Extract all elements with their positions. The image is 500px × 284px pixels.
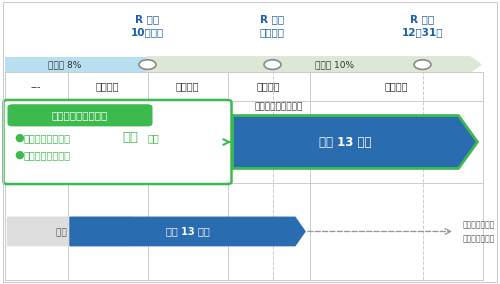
Text: 控除 10 年間: 控除 10 年間 xyxy=(56,227,94,236)
Text: ●: ● xyxy=(14,133,24,143)
Text: 令和４年までに入居: 令和４年までに入居 xyxy=(254,102,303,111)
Text: 令和２年: 令和２年 xyxy=(176,82,199,92)
Text: R ３年
１月１日: R ３年 １月１日 xyxy=(260,14,285,37)
Text: 令和４年: 令和４年 xyxy=(384,82,408,92)
Text: R 元年
10月１日: R 元年 10月１日 xyxy=(131,14,164,37)
Text: 令和３年度税制改正: 令和３年度税制改正 xyxy=(52,110,108,120)
Text: 令和元年: 令和元年 xyxy=(96,82,120,92)
Text: 消費税 8%: 消費税 8% xyxy=(48,60,82,69)
Polygon shape xyxy=(70,217,305,246)
Text: R ４年
12月31日: R ４年 12月31日 xyxy=(402,14,444,37)
Text: 令和３年: 令和３年 xyxy=(257,82,280,92)
Circle shape xyxy=(264,60,281,70)
Text: 控除 13 年間: 控除 13 年間 xyxy=(166,226,210,237)
Text: ●: ● xyxy=(14,150,24,160)
Text: コロナ緩和措置: コロナ緩和措置 xyxy=(462,220,495,229)
Circle shape xyxy=(139,60,156,70)
FancyBboxPatch shape xyxy=(4,100,232,184)
Text: 床面積要件の緩和: 床面積要件の緩和 xyxy=(24,150,71,160)
Text: 消費税 10%: 消費税 10% xyxy=(316,60,354,69)
Text: による期限延長: による期限延長 xyxy=(462,234,495,243)
Polygon shape xyxy=(232,116,478,168)
Polygon shape xyxy=(8,217,142,246)
Text: ---: --- xyxy=(31,82,42,92)
Bar xyxy=(5,57,148,72)
Text: ２年: ２年 xyxy=(122,131,138,144)
Text: 控除 13 年間: 控除 13 年間 xyxy=(319,135,371,149)
Polygon shape xyxy=(146,57,481,72)
FancyBboxPatch shape xyxy=(8,104,152,126)
Circle shape xyxy=(414,60,431,70)
Text: 延長: 延長 xyxy=(148,133,159,143)
Text: 拡充措置適用期間: 拡充措置適用期間 xyxy=(24,133,71,143)
